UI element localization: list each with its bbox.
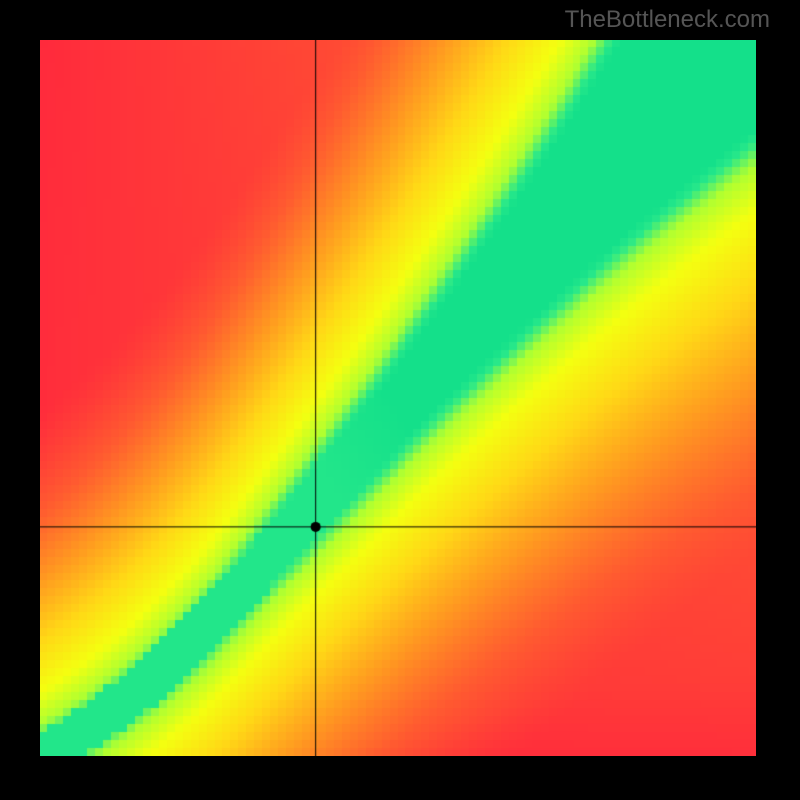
chart-container: TheBottleneck.com <box>0 0 800 800</box>
watermark-text: TheBottleneck.com <box>565 6 770 34</box>
bottleneck-heatmap <box>40 40 756 756</box>
